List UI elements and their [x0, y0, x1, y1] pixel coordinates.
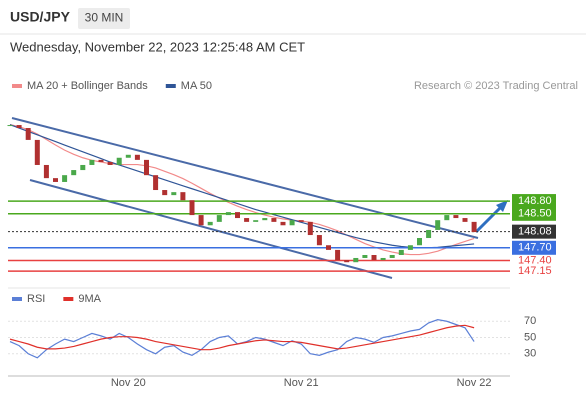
- x-tick-label: Nov 21: [284, 377, 319, 389]
- interval: 30 MIN: [85, 11, 124, 25]
- candle: [216, 215, 222, 222]
- candle: [62, 175, 68, 182]
- candle: [435, 220, 441, 230]
- legend-swatch: [165, 84, 176, 88]
- candle: [298, 220, 304, 222]
- level-label: 148.80: [518, 195, 552, 207]
- candle: [253, 220, 259, 222]
- candle: [180, 192, 186, 201]
- candle: [16, 125, 22, 129]
- candle: [144, 159, 149, 176]
- legend-swatch: [12, 84, 22, 88]
- level-box: [512, 194, 556, 209]
- candle: [307, 221, 313, 236]
- y-tick-label: 50: [524, 331, 536, 343]
- candle: [389, 255, 395, 258]
- candle: [471, 221, 477, 233]
- candle: [417, 238, 422, 246]
- candle: [353, 257, 359, 263]
- candle: [335, 249, 341, 261]
- candle: [407, 245, 413, 250]
- candle: [53, 178, 58, 182]
- candle: [371, 255, 377, 261]
- candle: [153, 175, 159, 191]
- legend-label: MA 50: [181, 80, 212, 92]
- level-label: 148.08: [518, 226, 552, 238]
- candle: [426, 229, 432, 239]
- legend-label: 9MA: [78, 293, 101, 305]
- candle: [80, 164, 86, 171]
- candle: [289, 220, 295, 226]
- candle: [207, 221, 213, 226]
- level-label: 147.15: [518, 265, 552, 277]
- candle: [444, 215, 450, 221]
- candle: [25, 128, 31, 140]
- level-label: 148.50: [518, 208, 552, 220]
- candle: [244, 218, 250, 222]
- forecast-arrow: [474, 204, 504, 234]
- arrow-head: [496, 200, 508, 212]
- source: Research © 2023 Trading Central: [414, 80, 578, 92]
- x-tick-label: Nov 20: [111, 377, 146, 389]
- candle: [125, 154, 131, 158]
- series-line: [9, 124, 475, 256]
- level-label: 147.40: [518, 254, 552, 266]
- candle: [43, 164, 49, 179]
- trendline: [11, 117, 479, 239]
- symbol: USD/JPY: [10, 9, 71, 25]
- candle: [134, 154, 140, 160]
- candle: [107, 162, 113, 165]
- candle: [380, 257, 386, 261]
- candle: [398, 249, 404, 255]
- candle: [326, 245, 331, 250]
- candle: [262, 218, 268, 221]
- legend-swatch: [63, 297, 74, 301]
- legend-swatch: [12, 297, 22, 301]
- candle: [235, 212, 240, 219]
- y-tick-label: 70: [524, 315, 536, 327]
- candle: [116, 157, 122, 165]
- x-tick-label: Nov 22: [457, 377, 492, 389]
- candle: [225, 212, 231, 216]
- candle: [71, 170, 77, 176]
- candle: [34, 139, 40, 165]
- candle: [162, 190, 168, 196]
- level-box: [512, 240, 556, 255]
- candle: [89, 159, 95, 165]
- interval-badge[interactable]: [78, 8, 130, 29]
- level-box: [512, 206, 556, 221]
- datetime: Wednesday, November 22, 2023 12:25:48 AM…: [10, 39, 305, 54]
- candle: [7, 125, 13, 127]
- candle: [171, 192, 177, 196]
- candle: [453, 215, 459, 219]
- y-tick-label: 30: [524, 348, 536, 360]
- series-line: [9, 324, 475, 351]
- level-box: [512, 224, 556, 239]
- trendline: [29, 179, 393, 279]
- legend-label: RSI: [27, 293, 45, 305]
- candle: [362, 255, 368, 258]
- candle: [189, 200, 195, 216]
- candle: [316, 235, 322, 246]
- series-line: [9, 124, 475, 249]
- candle: [462, 218, 468, 222]
- candle: [344, 260, 350, 263]
- candle: [198, 215, 204, 226]
- candle: [271, 218, 277, 222]
- candle: [280, 221, 286, 226]
- series-line: [9, 319, 475, 359]
- level-label: 147.70: [518, 242, 552, 254]
- candle: [98, 159, 104, 162]
- legend-label: MA 20 + Bollinger Bands: [27, 80, 148, 92]
